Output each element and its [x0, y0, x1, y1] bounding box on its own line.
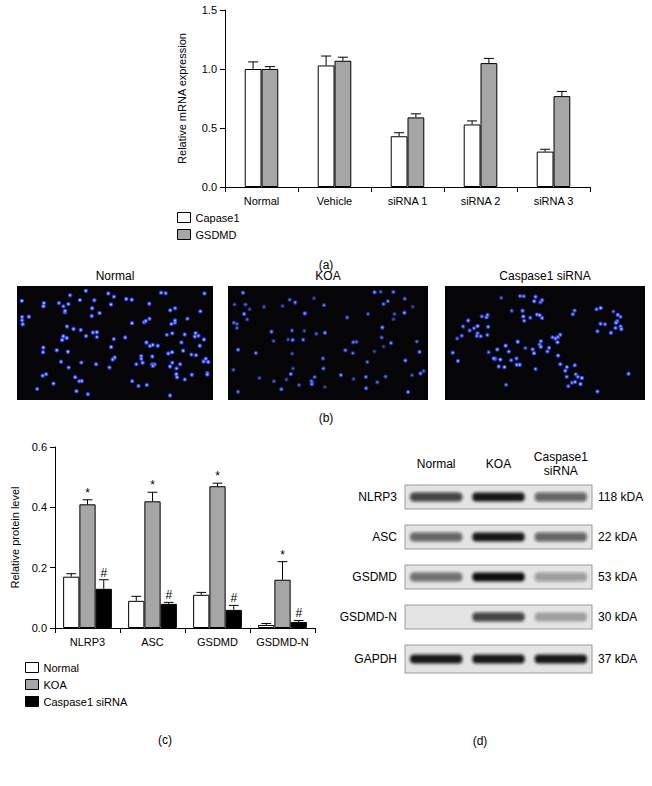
svg-text:118 kDA: 118 kDA — [598, 490, 643, 504]
svg-text:*: * — [280, 548, 285, 562]
svg-text:KOA: KOA — [486, 457, 511, 471]
svg-text:#: # — [295, 606, 302, 620]
svg-text:GSDMD-N: GSDMD-N — [256, 636, 309, 648]
svg-text:NLRP3: NLRP3 — [358, 490, 397, 504]
svg-text:30 kDA: 30 kDA — [598, 610, 637, 624]
svg-text:siRNA 3: siRNA 3 — [534, 195, 574, 207]
svg-text:#: # — [230, 591, 237, 605]
svg-text:ASC: ASC — [372, 530, 397, 544]
svg-text:Capase1: Capase1 — [196, 212, 240, 224]
svg-text:#: # — [165, 588, 172, 602]
svg-text:0.5: 0.5 — [202, 122, 217, 134]
svg-text:GSDMD: GSDMD — [197, 636, 238, 648]
svg-text:0.4: 0.4 — [32, 501, 47, 513]
svg-text:0.0: 0.0 — [202, 181, 217, 193]
svg-text:siRNA 1: siRNA 1 — [388, 195, 428, 207]
svg-text:ASC: ASC — [141, 636, 164, 648]
svg-text:0.0: 0.0 — [32, 622, 47, 634]
svg-text:GSDMD: GSDMD — [352, 570, 397, 584]
svg-text:GSDMD-N: GSDMD-N — [340, 610, 397, 624]
svg-text:53 kDA: 53 kDA — [598, 570, 637, 584]
svg-text:(b): (b) — [319, 411, 334, 425]
svg-text:GAPDH: GAPDH — [354, 652, 397, 666]
svg-text:Normal: Normal — [96, 269, 135, 283]
svg-text:0.2: 0.2 — [32, 562, 47, 574]
svg-text:NLRP3: NLRP3 — [70, 636, 105, 648]
svg-text:Normal: Normal — [417, 457, 456, 471]
svg-text:1.0: 1.0 — [202, 63, 217, 75]
svg-text:*: * — [215, 469, 220, 483]
svg-text:Caspase1 siRNA: Caspase1 siRNA — [499, 269, 590, 283]
svg-text:Normal: Normal — [44, 662, 79, 674]
svg-text:22 kDA: 22 kDA — [598, 530, 637, 544]
svg-text:GSDMD: GSDMD — [196, 229, 237, 241]
svg-text:*: * — [85, 486, 90, 500]
svg-text:(d): (d) — [473, 734, 488, 748]
svg-text:Caspase1siRNA: Caspase1siRNA — [534, 450, 588, 478]
svg-text:Vehicle: Vehicle — [317, 195, 352, 207]
svg-text:1.5: 1.5 — [202, 4, 217, 16]
svg-text:Relative mRNA expression: Relative mRNA expression — [176, 33, 188, 164]
svg-text:*: * — [150, 478, 155, 492]
svg-text:0.6: 0.6 — [32, 441, 47, 453]
svg-text:siRNA 2: siRNA 2 — [461, 195, 501, 207]
svg-text:37 kDA: 37 kDA — [598, 652, 637, 666]
svg-text:Relative protein level: Relative protein level — [9, 486, 21, 588]
svg-text:(c): (c) — [158, 733, 172, 747]
svg-text:KOA: KOA — [315, 269, 340, 283]
svg-text:#: # — [100, 566, 107, 580]
svg-text:KOA: KOA — [44, 679, 68, 691]
svg-text:Normal: Normal — [244, 195, 279, 207]
svg-text:Caspase1 siRNA: Caspase1 siRNA — [44, 696, 128, 708]
svg-text:(a): (a) — [318, 258, 334, 272]
